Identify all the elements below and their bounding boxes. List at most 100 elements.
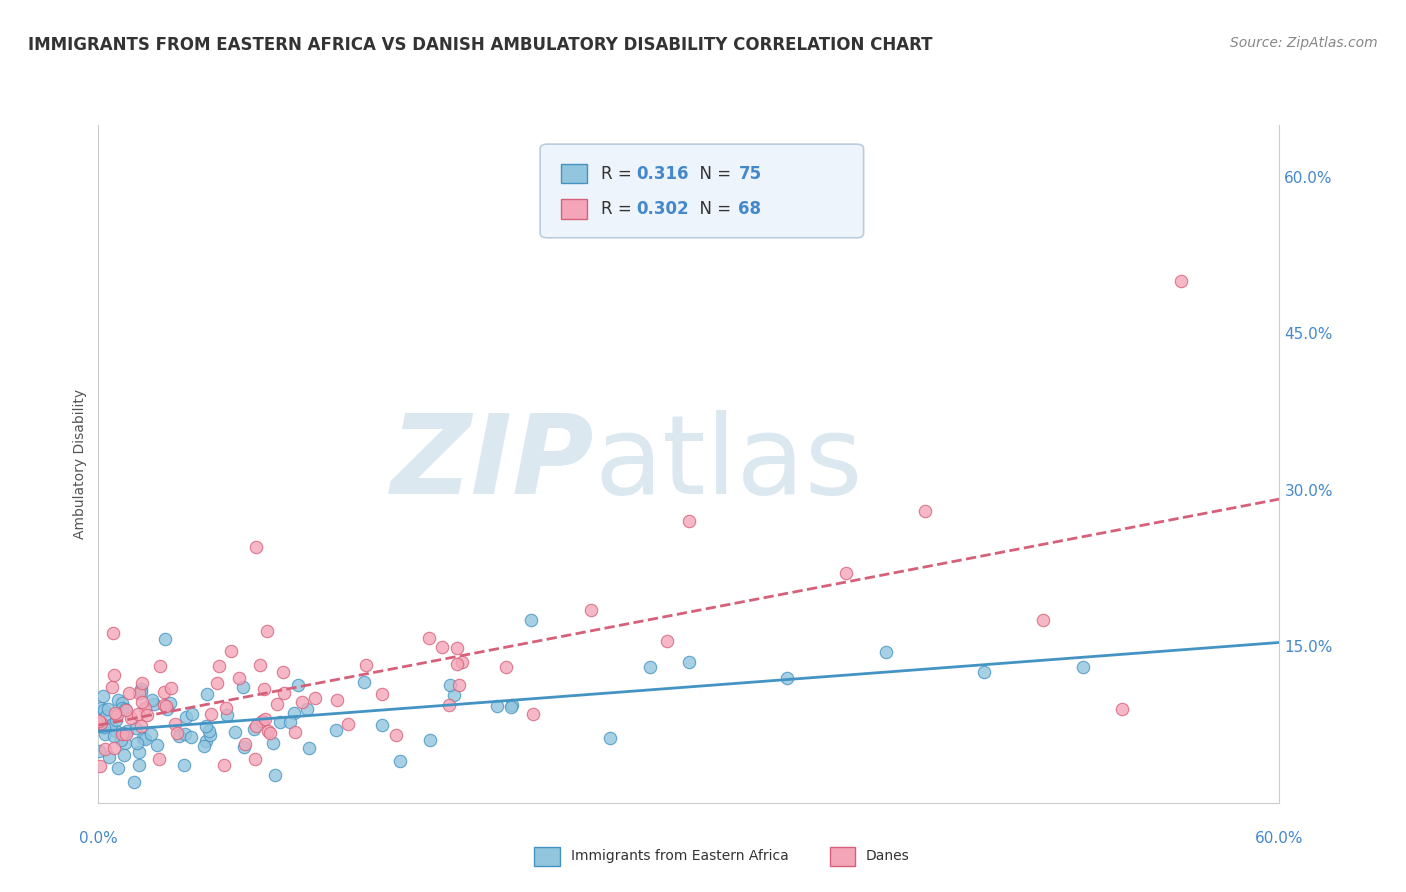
Point xyxy=(262,736,284,750)
Point xyxy=(111,726,134,740)
Point xyxy=(127,736,149,750)
Point xyxy=(325,723,347,738)
Point xyxy=(120,711,142,725)
Point xyxy=(195,719,218,733)
Point xyxy=(419,733,441,747)
Point xyxy=(304,691,326,706)
Point xyxy=(273,686,295,700)
Point xyxy=(195,688,218,702)
Point xyxy=(385,728,408,742)
Point xyxy=(142,697,165,711)
Point xyxy=(287,678,309,692)
Point xyxy=(298,740,321,755)
Point xyxy=(495,660,517,674)
Point xyxy=(232,739,254,754)
Point xyxy=(485,699,508,714)
Point xyxy=(224,725,246,739)
Point xyxy=(139,727,162,741)
Point xyxy=(418,631,440,645)
Text: ZIP: ZIP xyxy=(391,410,595,517)
Point xyxy=(205,675,228,690)
Point xyxy=(129,681,152,696)
Point xyxy=(501,698,523,712)
Point xyxy=(678,514,700,528)
Point xyxy=(111,697,134,711)
Point xyxy=(450,655,472,669)
Point xyxy=(91,690,114,704)
Point xyxy=(152,698,174,712)
Point xyxy=(94,727,117,741)
Point xyxy=(115,723,138,738)
Point xyxy=(155,698,177,713)
Point xyxy=(105,723,128,738)
Text: 60.0%: 60.0% xyxy=(1256,831,1303,846)
Point xyxy=(291,695,314,709)
Point xyxy=(388,754,411,768)
Point xyxy=(252,681,274,696)
Point xyxy=(215,708,238,723)
Point xyxy=(257,724,280,739)
Point xyxy=(125,721,148,735)
Point xyxy=(195,734,218,748)
Point xyxy=(245,719,267,733)
Point xyxy=(283,706,305,721)
Point xyxy=(180,730,202,744)
Point xyxy=(89,759,111,773)
Point xyxy=(156,702,179,716)
Point xyxy=(134,732,156,747)
Text: N =: N = xyxy=(689,165,737,183)
Point xyxy=(354,658,377,673)
Text: Danes: Danes xyxy=(866,849,910,863)
Point xyxy=(165,717,187,731)
Point xyxy=(107,693,129,707)
Point xyxy=(93,720,115,734)
Point xyxy=(243,722,266,736)
Text: Immigrants from Eastern Africa: Immigrants from Eastern Africa xyxy=(571,849,789,863)
Point xyxy=(269,714,291,729)
Point xyxy=(215,700,238,714)
Text: R =: R = xyxy=(600,201,637,219)
Point xyxy=(107,761,129,775)
Point xyxy=(149,658,172,673)
Text: R =: R = xyxy=(600,165,637,183)
Point xyxy=(295,701,318,715)
Point xyxy=(98,750,121,764)
Text: 0.316: 0.316 xyxy=(636,165,689,183)
Point xyxy=(198,723,221,738)
Point xyxy=(439,678,461,692)
Point xyxy=(245,541,267,555)
Point xyxy=(174,710,197,724)
Point xyxy=(193,739,215,753)
Point xyxy=(93,703,115,717)
Point xyxy=(208,659,231,673)
Point xyxy=(256,624,278,639)
Point xyxy=(579,603,602,617)
Point xyxy=(973,665,995,680)
Point xyxy=(131,731,153,746)
Text: 68: 68 xyxy=(738,201,762,219)
Point xyxy=(129,719,152,733)
Text: atlas: atlas xyxy=(595,410,863,517)
Point xyxy=(111,726,134,740)
Point xyxy=(200,707,222,722)
Point xyxy=(112,747,135,762)
Point xyxy=(128,745,150,759)
Point xyxy=(638,660,661,674)
Point xyxy=(520,613,543,627)
Point xyxy=(131,685,153,699)
Point xyxy=(657,634,679,648)
Point xyxy=(103,668,125,682)
Point xyxy=(134,701,156,715)
Point xyxy=(499,699,522,714)
Point xyxy=(96,709,118,723)
Point xyxy=(153,685,176,699)
Point xyxy=(249,657,271,672)
Point xyxy=(105,708,128,723)
Point xyxy=(117,686,139,700)
Point xyxy=(159,681,181,695)
Point xyxy=(678,655,700,669)
Point xyxy=(104,706,127,720)
Point xyxy=(115,727,138,741)
Point xyxy=(114,736,136,750)
Point xyxy=(263,768,285,782)
